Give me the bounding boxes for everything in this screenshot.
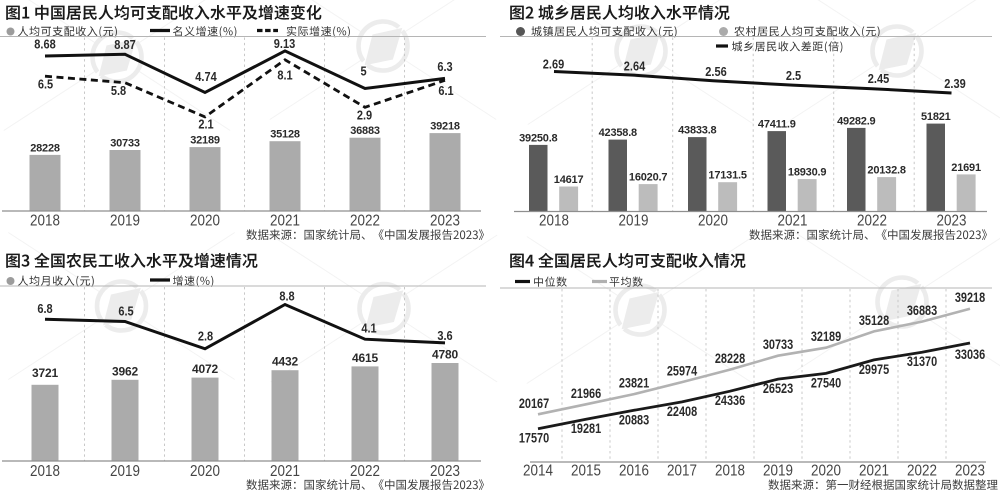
svg-text:4072: 4072	[192, 362, 218, 376]
svg-text:2.45: 2.45	[868, 72, 890, 86]
svg-text:2015: 2015	[571, 463, 601, 480]
svg-text:3962: 3962	[112, 364, 138, 378]
svg-text:2017: 2017	[667, 463, 697, 480]
svg-text:2021: 2021	[270, 463, 300, 480]
svg-text:47411.9: 47411.9	[758, 119, 796, 131]
svg-text:42358.8: 42358.8	[599, 127, 637, 139]
svg-text:2020: 2020	[190, 463, 220, 480]
svg-text:6.5: 6.5	[38, 78, 54, 92]
svg-text:19281: 19281	[571, 421, 601, 437]
svg-text:2019: 2019	[763, 463, 793, 480]
svg-text:27540: 27540	[811, 375, 841, 391]
svg-text:21691: 21691	[951, 162, 981, 174]
svg-text:16020.7: 16020.7	[629, 172, 667, 184]
svg-text:2023: 2023	[937, 213, 967, 230]
svg-text:35128: 35128	[859, 313, 889, 329]
svg-text:36883: 36883	[907, 303, 937, 319]
svg-text:2022: 2022	[350, 213, 380, 230]
svg-text:31370: 31370	[907, 354, 937, 370]
svg-text:14617: 14617	[554, 174, 584, 186]
svg-text:2021: 2021	[859, 463, 889, 480]
svg-text:24336: 24336	[715, 393, 745, 409]
svg-text:2.5: 2.5	[786, 69, 802, 83]
svg-text:6.3: 6.3	[437, 60, 453, 74]
svg-text:6.8: 6.8	[37, 302, 53, 316]
svg-text:18930.9: 18930.9	[788, 167, 826, 179]
svg-text:2022: 2022	[907, 463, 937, 480]
svg-text:39218: 39218	[430, 121, 460, 133]
svg-text:23821: 23821	[619, 375, 649, 391]
svg-text:4615: 4615	[352, 351, 378, 365]
svg-text:28228: 28228	[715, 351, 745, 367]
svg-text:21966: 21966	[571, 386, 601, 402]
svg-text:2.69: 2.69	[543, 58, 565, 72]
svg-text:32189: 32189	[190, 135, 220, 147]
svg-text:2018: 2018	[30, 213, 60, 230]
svg-text:28228: 28228	[30, 142, 60, 154]
svg-text:2014: 2014	[523, 463, 553, 480]
svg-text:5: 5	[360, 65, 367, 79]
svg-text:30733: 30733	[110, 138, 140, 150]
svg-text:6.5: 6.5	[118, 305, 134, 319]
svg-text:20132.8: 20132.8	[867, 165, 905, 177]
svg-text:2.56: 2.56	[705, 65, 727, 79]
svg-text:2.8: 2.8	[198, 330, 214, 344]
svg-text:2020: 2020	[698, 213, 728, 230]
svg-text:4432: 4432	[272, 355, 298, 369]
svg-text:2018: 2018	[715, 463, 745, 480]
svg-text:2022: 2022	[350, 463, 380, 480]
svg-text:17570: 17570	[519, 430, 549, 446]
svg-text:35128: 35128	[270, 129, 300, 141]
svg-text:26523: 26523	[763, 381, 793, 397]
svg-text:2019: 2019	[110, 213, 140, 230]
svg-text:30733: 30733	[763, 337, 793, 353]
svg-text:9.13: 9.13	[274, 37, 296, 51]
svg-text:29975: 29975	[859, 362, 889, 378]
svg-text:4780: 4780	[432, 348, 458, 362]
svg-text:3721: 3721	[32, 366, 58, 380]
svg-text:36883: 36883	[350, 125, 380, 137]
svg-text:4.74: 4.74	[195, 70, 217, 84]
svg-text:6.1: 6.1	[438, 84, 454, 98]
svg-text:2023: 2023	[955, 463, 985, 480]
svg-text:43833.8: 43833.8	[678, 125, 716, 137]
svg-text:2020: 2020	[190, 213, 220, 230]
svg-text:2021: 2021	[778, 213, 808, 230]
svg-text:39218: 39218	[955, 290, 985, 306]
svg-text:2023: 2023	[430, 463, 460, 480]
svg-text:2.1: 2.1	[198, 118, 214, 132]
svg-text:2019: 2019	[619, 213, 649, 230]
svg-text:8.1: 8.1	[277, 69, 293, 83]
svg-text:2018: 2018	[30, 463, 60, 480]
svg-text:49282.9: 49282.9	[837, 115, 875, 127]
svg-text:5.8: 5.8	[111, 84, 127, 98]
svg-text:4.1: 4.1	[361, 322, 377, 336]
svg-text:8.68: 8.68	[34, 38, 56, 52]
svg-text:39250.8: 39250.8	[519, 132, 557, 144]
svg-text:2022: 2022	[857, 213, 887, 230]
svg-text:2016: 2016	[619, 463, 649, 480]
svg-text:2019: 2019	[110, 463, 140, 480]
svg-text:2018: 2018	[539, 213, 569, 230]
svg-text:2023: 2023	[430, 213, 460, 230]
svg-text:2.64: 2.64	[624, 60, 646, 74]
svg-text:2021: 2021	[270, 213, 300, 230]
svg-text:20883: 20883	[619, 412, 649, 428]
svg-text:51821: 51821	[921, 111, 951, 123]
svg-text:3.6: 3.6	[437, 329, 453, 343]
svg-text:32189: 32189	[811, 329, 841, 345]
svg-text:17131.5: 17131.5	[708, 170, 746, 182]
svg-text:2020: 2020	[811, 463, 841, 480]
svg-text:20167: 20167	[519, 396, 549, 412]
svg-text:22408: 22408	[667, 404, 697, 420]
svg-text:8.8: 8.8	[279, 290, 295, 304]
svg-text:25974: 25974	[667, 363, 697, 379]
svg-text:2.39: 2.39	[944, 77, 966, 91]
svg-text:8.87: 8.87	[114, 38, 136, 52]
svg-text:2.9: 2.9	[357, 109, 373, 123]
svg-text:33036: 33036	[955, 347, 985, 363]
